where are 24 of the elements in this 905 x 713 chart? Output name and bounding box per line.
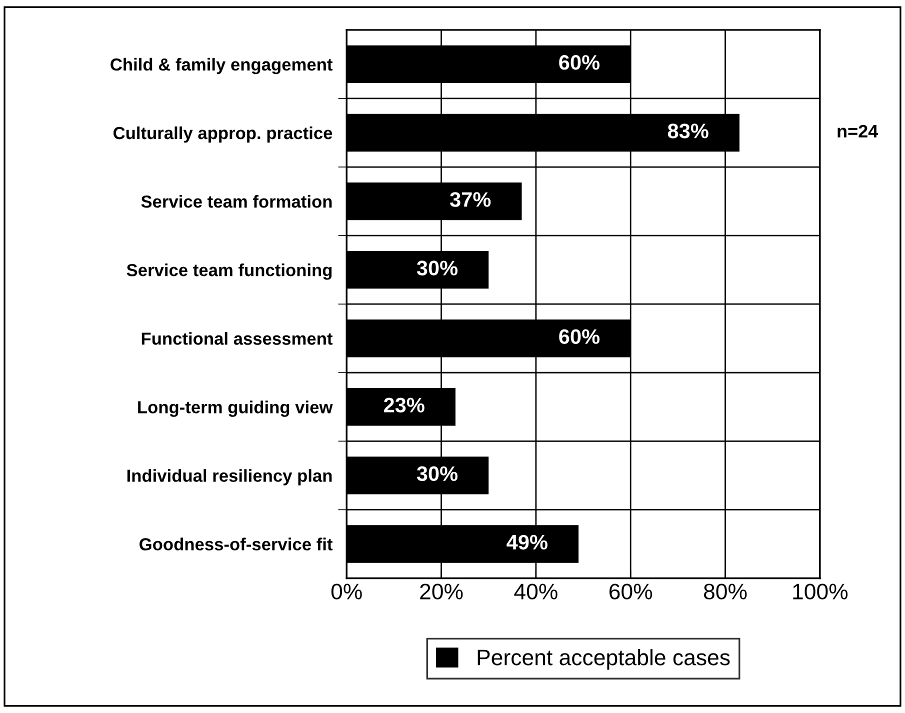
y-tick-label: Culturally approp. practice <box>114 126 332 143</box>
data-label: 49% <box>506 534 548 550</box>
data-label: 60% <box>559 55 600 70</box>
x-tick-label: 60% <box>609 584 652 600</box>
legend-label: Percent acceptable cases <box>478 649 730 670</box>
x-tick-label: 20% <box>420 584 463 600</box>
y-tick-label: Functional assessment <box>142 332 333 345</box>
y-tick-label: Goodness-of-service fit <box>140 538 333 550</box>
data-label: 30% <box>416 260 458 276</box>
y-tick-label: Long-term guiding view <box>138 400 333 417</box>
data-label: 30% <box>416 466 458 482</box>
data-label: 60% <box>559 329 600 344</box>
y-tick-label: Child & family engagement <box>110 58 333 74</box>
text: n=24 <box>838 124 878 138</box>
data-label: 37% <box>450 192 491 207</box>
y-tick-label: Service team formation <box>141 195 332 208</box>
x-tick-label: 0% <box>331 584 362 600</box>
data-label: 23% <box>384 398 424 413</box>
y-tick-label: Service team functioning <box>126 264 332 280</box>
y-tick-label: Individual resiliency plan <box>127 469 332 486</box>
x-tick-label: 40% <box>514 584 558 600</box>
x-tick-label: 80% <box>704 584 747 600</box>
data-label: 83% <box>668 124 708 138</box>
x-tick-label: 100% <box>793 584 848 600</box>
